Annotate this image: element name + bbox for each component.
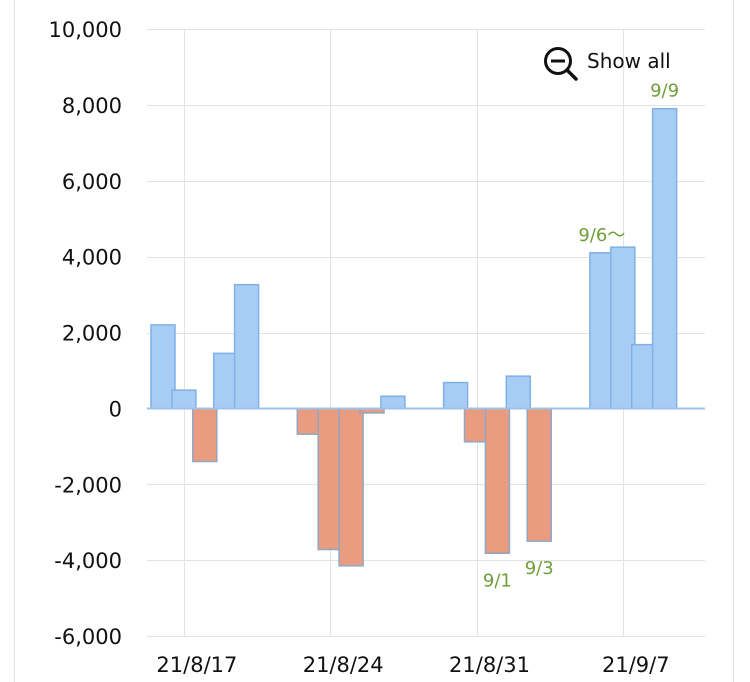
bar bbox=[651, 107, 678, 410]
y-tick-label: -6,000 bbox=[54, 625, 122, 649]
bar-annotation: 9/6〜 bbox=[578, 225, 625, 246]
bar bbox=[233, 283, 260, 410]
bar-annotation: 9/3 bbox=[525, 558, 554, 579]
bar bbox=[192, 407, 218, 463]
y-tick-label: 4,000 bbox=[62, 246, 122, 270]
bar bbox=[505, 375, 532, 410]
bars bbox=[147, 107, 705, 567]
right-border bbox=[733, 0, 734, 682]
y-tick-label: -2,000 bbox=[54, 473, 122, 497]
zoom-out-icon bbox=[544, 47, 578, 81]
x-axis-labels: 21/8/17 21/8/24 21/8/31 21/9/7 bbox=[156, 653, 669, 677]
y-tick-label: 0 bbox=[109, 397, 122, 421]
bar bbox=[630, 343, 657, 410]
bar bbox=[442, 381, 469, 410]
y-tick-label: 2,000 bbox=[62, 322, 122, 346]
left-border bbox=[14, 0, 15, 682]
y-tick-label: 8,000 bbox=[62, 94, 122, 118]
y-tick-label: -4,000 bbox=[54, 549, 122, 573]
x-tick-label: 21/8/17 bbox=[156, 653, 237, 677]
bar bbox=[171, 389, 197, 410]
bar bbox=[150, 324, 176, 410]
x-tick-label: 21/9/7 bbox=[602, 653, 670, 677]
bar-annotation: 9/1 bbox=[483, 570, 512, 591]
annotations: 9/1 9/3 9/6〜 9/9 bbox=[483, 81, 679, 592]
bar bbox=[484, 407, 511, 555]
bar bbox=[526, 407, 552, 542]
x-tick-label: 21/8/31 bbox=[449, 653, 530, 677]
bar bbox=[589, 252, 615, 410]
show-all-button[interactable]: Show all bbox=[544, 47, 671, 81]
x-tick-label: 21/8/24 bbox=[303, 653, 384, 677]
y-axis-labels: 10,000 8,000 6,000 4,000 2,000 0 -2,000 -4,000 -… bbox=[49, 18, 122, 649]
show-all-label: Show all bbox=[587, 49, 671, 73]
y-tick-label: 10,000 bbox=[49, 18, 122, 42]
y-tick-label: 6,000 bbox=[62, 170, 122, 194]
bar-annotation: 9/9 bbox=[650, 81, 679, 102]
bar bbox=[338, 407, 364, 567]
bar bbox=[610, 246, 636, 410]
bar bbox=[380, 395, 406, 410]
